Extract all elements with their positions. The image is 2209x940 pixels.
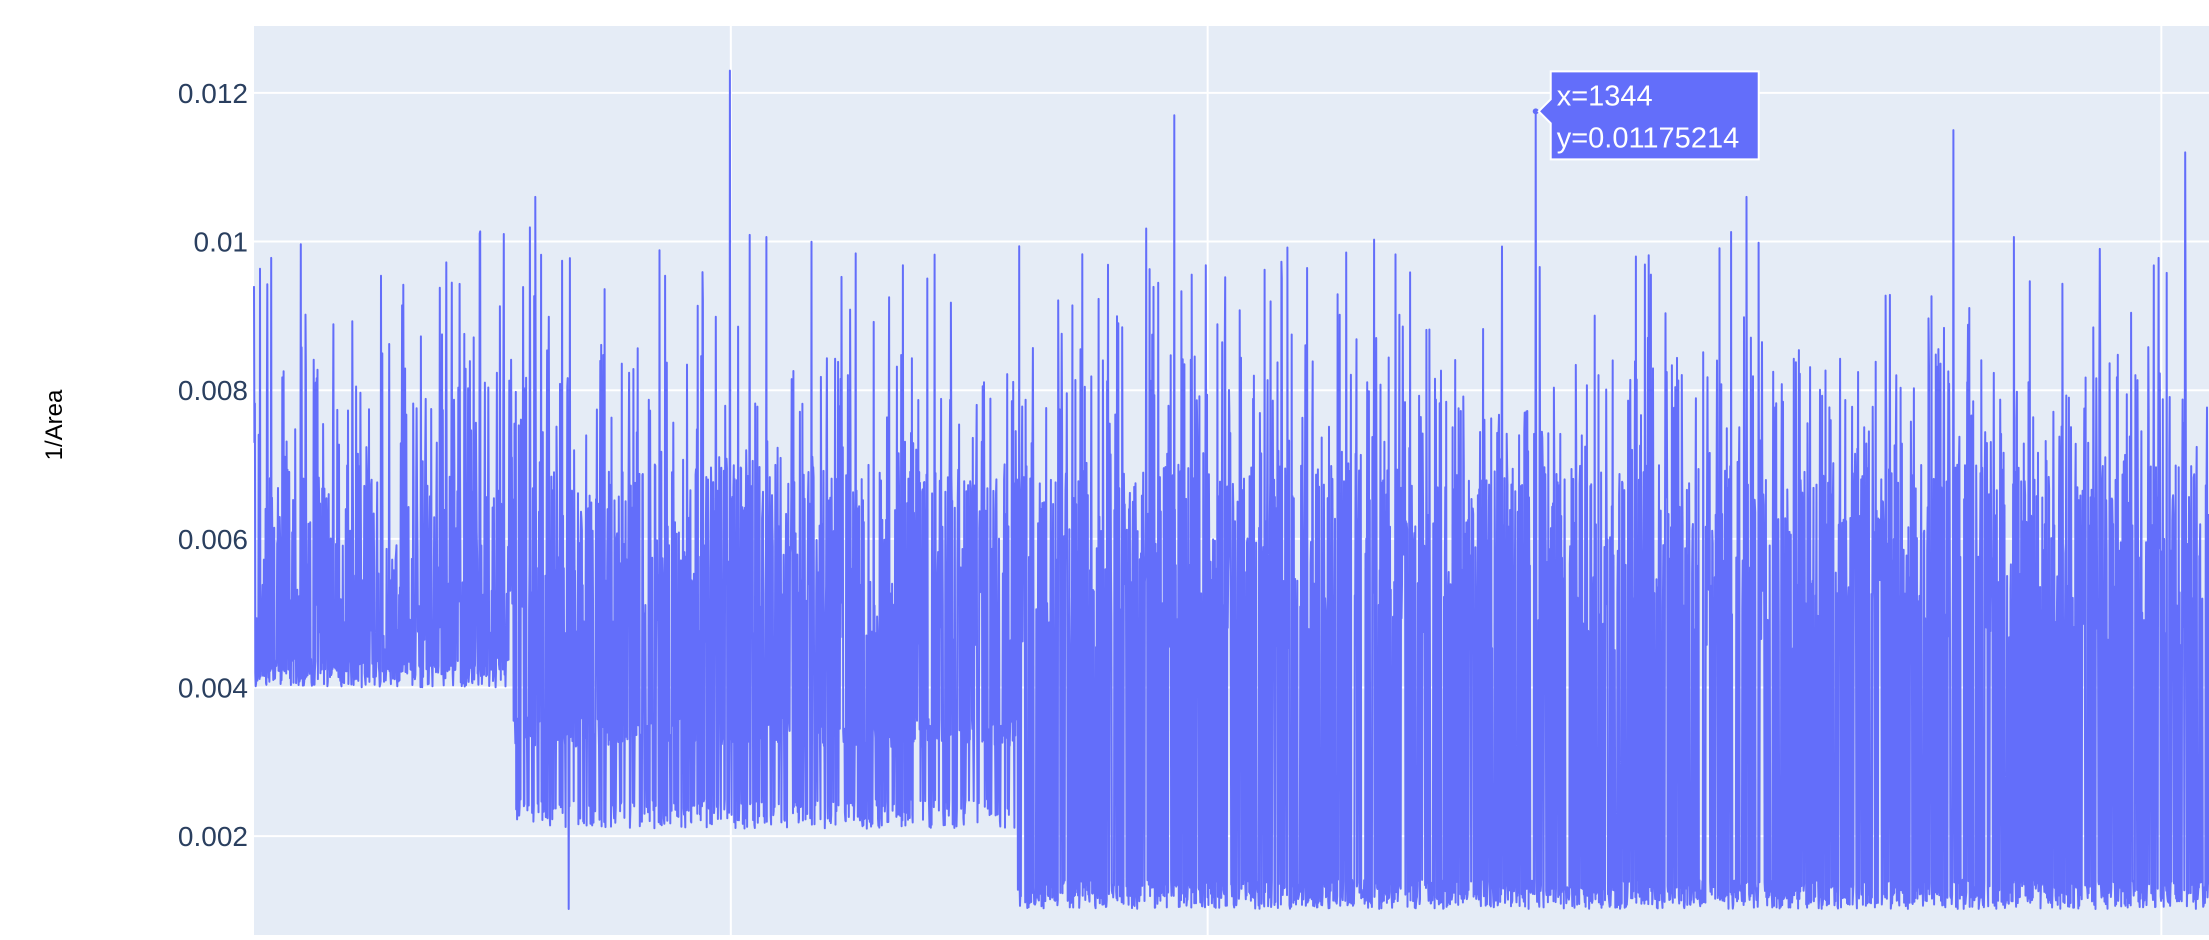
hover-y-label: y=0.01175214 — [1557, 122, 1740, 154]
y-axis-ticks: 0.002 0.004 0.006 0.008 0.01 0.012 — [178, 78, 248, 852]
y-tick-label: 0.006 — [178, 524, 248, 555]
y-tick-label: 0.01 — [194, 227, 249, 258]
series-line[interactable] — [253, 69, 2209, 910]
hover-tooltip-box — [1537, 70, 1760, 161]
y-tick-label: 0.004 — [178, 672, 248, 703]
y-tick-label: 0.002 — [178, 821, 248, 852]
y-axis-title: 1/Area — [41, 389, 68, 460]
y-tick-label: 0.008 — [178, 375, 248, 406]
hover-x-label: x=1344 — [1557, 80, 1653, 112]
y-tick-label: 0.012 — [178, 78, 248, 109]
series-line-group — [253, 69, 2209, 910]
hover-tooltip: x=1344 y=0.01175214 — [1532, 70, 1760, 161]
hover-point-marker — [1532, 108, 1539, 115]
